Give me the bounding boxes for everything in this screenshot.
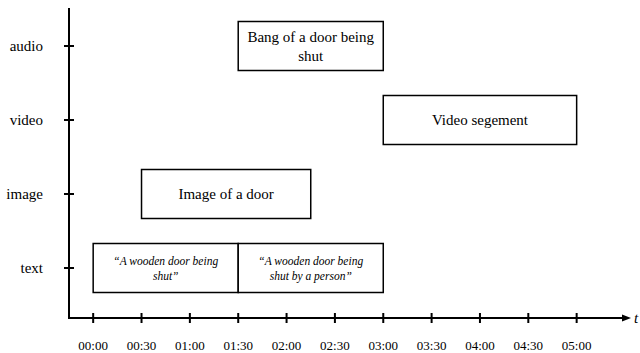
x-tick-label: 00:00 [78, 338, 108, 353]
bar-label-line: shut by a person” [270, 270, 352, 283]
x-tick [237, 313, 239, 323]
x-tick-label: 00:30 [127, 338, 157, 353]
bar [383, 96, 576, 145]
y-tick-label: video [10, 112, 43, 128]
bar-label-line: Image of a door [178, 186, 273, 202]
bar-label: Bang of a door being shut [247, 29, 374, 65]
bar-label: “A wooden door being shut” [113, 255, 218, 282]
bar-label-line: Video segement [432, 112, 529, 128]
x-axis [69, 317, 625, 319]
y-tick [64, 119, 74, 121]
chart: t 00:00 00:30 01:00 01:30 02:00 02:30 03:00 03:3… [0, 0, 640, 353]
x-axis-label: t [634, 310, 639, 326]
x-axis-arrow [622, 315, 631, 322]
bar-label-line: “A wooden door being [258, 255, 363, 268]
x-tick-label: 05:00 [562, 338, 592, 353]
x-tick-label: 03:30 [417, 338, 447, 353]
x-tick [334, 313, 336, 323]
x-tick [92, 313, 94, 323]
y-tick-label: text [21, 260, 44, 276]
x-tick-label: 02:30 [320, 338, 350, 353]
bar-label: “A wooden door being shut by a person” [258, 255, 363, 283]
bar-label-line: Bang of a door being [247, 29, 374, 45]
x-tick [141, 313, 143, 323]
x-tick-label: 03:00 [368, 338, 398, 353]
x-tick [189, 313, 191, 323]
y-axis [68, 8, 70, 319]
y-tick-label: audio [10, 38, 43, 54]
bar-label: Video segement [432, 112, 529, 128]
x-tick [382, 313, 384, 323]
y-tick [64, 193, 74, 195]
x-tick [576, 313, 578, 323]
bar-labels: “A wooden door beingshut”“A wooden door … [113, 29, 529, 283]
y-tick-label: image [6, 186, 43, 202]
x-tick [286, 313, 288, 323]
x-tick [527, 313, 529, 323]
x-tick [479, 313, 481, 323]
x-tick-label: 04:30 [513, 338, 543, 353]
bar [238, 22, 383, 71]
x-tick-label: 01:00 [175, 338, 205, 353]
bar-label-line: shut [298, 48, 324, 64]
bar [93, 244, 238, 293]
x-tick-label: 02:00 [272, 338, 302, 353]
bar-label-line: shut” [153, 270, 179, 282]
bar-label-line: “A wooden door being [113, 255, 218, 268]
x-tick [431, 313, 433, 323]
bar [142, 170, 311, 219]
bar-label: Image of a door [178, 186, 273, 202]
x-tick-label: 04:00 [465, 338, 495, 353]
bars [93, 22, 576, 293]
x-tick-label: 01:30 [223, 338, 253, 353]
y-tick [64, 45, 74, 47]
y-tick [64, 267, 74, 269]
bar [238, 244, 383, 293]
